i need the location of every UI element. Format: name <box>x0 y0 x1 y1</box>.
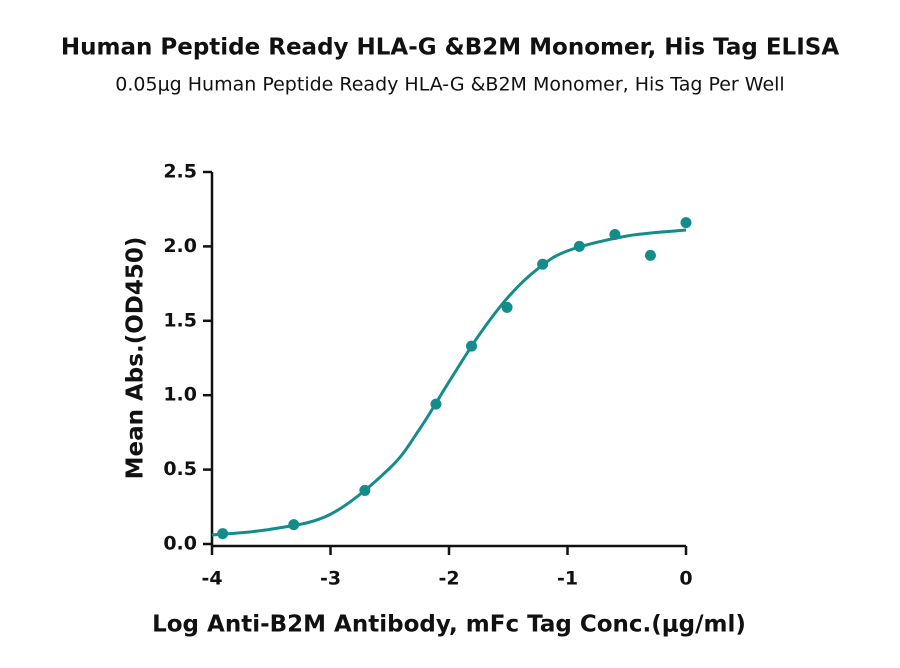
y-axis-title: Mean Abs.(OD450) <box>123 237 149 480</box>
x-tick-label: -1 <box>557 568 578 590</box>
x-axis-title: Log Anti-B2M Antibody, mFc Tag Conc.(μg/… <box>152 612 746 638</box>
chart-subtitle: 0.05μg Human Peptide Ready HLA-G &B2M Mo… <box>115 74 784 96</box>
chart-title: Human Peptide Ready HLA-G &B2M Monomer, … <box>61 35 839 61</box>
y-tick-label: 0.5 <box>163 458 197 480</box>
x-tick-label: 0 <box>679 568 692 590</box>
fit-curve <box>211 228 687 537</box>
y-tick-label: 2.0 <box>163 235 197 257</box>
data-point <box>680 217 692 229</box>
x-tick-label: -4 <box>201 568 222 590</box>
y-tick-label: 1.5 <box>163 309 197 331</box>
x-tick-label: -3 <box>320 568 341 590</box>
data-point <box>501 301 513 313</box>
x-tick-label: -2 <box>438 568 459 590</box>
data-point <box>644 249 656 261</box>
y-tick-label: 1.0 <box>163 384 197 406</box>
y-tick-label: 2.5 <box>163 161 197 183</box>
y-tick-label: 0.0 <box>163 533 197 555</box>
